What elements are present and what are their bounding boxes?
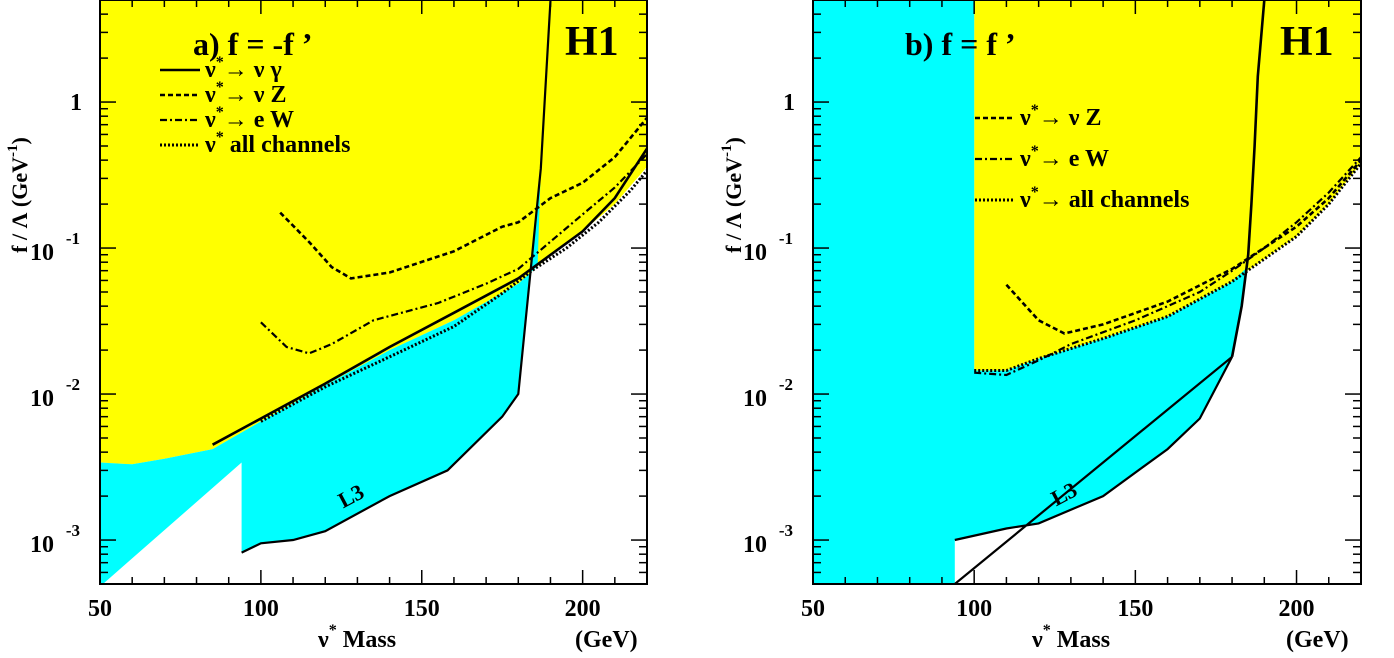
panel-a-y-tick-base: 10 <box>30 532 54 558</box>
panel-b-y-tick-label: 1 <box>783 90 795 116</box>
panel-b-y-tick-base: 10 <box>743 532 767 558</box>
panel-b-y-tick-exponent: -2 <box>779 375 793 394</box>
panel-a-legend-label: ν* all channels <box>204 129 350 158</box>
panel-a-xlabel-sup: * <box>329 622 337 639</box>
panel-a-x-unit: (GeV) <box>575 627 638 653</box>
panel-b-xlabel-symbol: ν <box>1031 627 1043 653</box>
panel-b-ylabel-close: ) <box>721 137 746 144</box>
panel-b-legend-label: ν*→ e W <box>1019 143 1109 172</box>
panel-a-y-tick-exponent: -2 <box>66 375 80 394</box>
panel-a-y-tick-base: 10 <box>30 386 54 412</box>
panel-a-xlabel-symbol: ν <box>317 627 329 653</box>
panel-a-series-e-W <box>260 153 647 355</box>
panel-b-series-e-W <box>974 156 1361 377</box>
panel-a-y-tick-base: 10 <box>30 240 54 266</box>
svg-text:ν* Mass: ν* Mass <box>1031 622 1110 653</box>
panel-a-legend-label: ν*→ e W <box>204 104 294 133</box>
svg-text:f / Λ (GeV-1): f / Λ (GeV-1) <box>719 137 746 253</box>
panel-b-y-tick-label: 10 <box>743 240 767 266</box>
panel-b-y-tick-label: 10 <box>743 386 767 412</box>
panel-b-ylabel-text: f / Λ (GeV <box>721 157 746 253</box>
panel-a-series-all <box>260 169 647 423</box>
panel-a-y-tick-label: 10 <box>30 532 54 558</box>
panel-a-ylabel-sup: -1 <box>5 145 21 158</box>
panel-a-l3-excluded-region <box>100 168 541 584</box>
panel-b-x-unit: (GeV) <box>1286 627 1349 653</box>
panel-b-l3-boundary-line <box>954 355 1234 584</box>
panel-b-series-nu-gamma <box>1230 0 1266 358</box>
panel-b-l3-excluded-region <box>813 0 1252 584</box>
panel-a-ylabel-text: f / Λ (GeV <box>7 157 32 253</box>
panel-b-y-tick-base: 10 <box>743 386 767 412</box>
panel-a-y-tick-label: 10 <box>30 240 54 266</box>
panel-a-x-axis-label: ν* Mass (GeV) <box>317 622 638 653</box>
panel-b-experiment: H1 <box>1280 19 1334 65</box>
panel-a-h1-excluded-region <box>100 0 647 465</box>
panel-a-experiment: H1 <box>565 19 619 65</box>
svg-text:f / Λ (GeV-1): f / Λ (GeV-1) <box>5 137 32 253</box>
panel-a-y-tick-label: 10 <box>30 386 54 412</box>
panel-a-x-tick-label: 200 <box>565 596 601 622</box>
panel-b-xlabel-sup: * <box>1043 622 1051 639</box>
svg-text:ν* Mass: ν* Mass <box>317 622 396 653</box>
panel-b-h1-excluded-region <box>974 0 1361 371</box>
panel-a-y-tick-label: 1 <box>70 90 82 116</box>
panel-a-title: a) f = -f ’ <box>193 26 313 62</box>
panel-b-legend-label: ν*→ all channels <box>1019 184 1189 213</box>
panel-b-legend-label: ν*→ ν Z <box>1019 102 1101 131</box>
panel-b-x-tick-label: 150 <box>1117 596 1153 622</box>
panel-a-ylabel-close: ) <box>7 137 32 144</box>
panel-b-y-tick-base: 10 <box>743 240 767 266</box>
panel-b-series-all <box>974 162 1361 372</box>
panel-b-y-tick-exponent: -3 <box>779 521 793 540</box>
panel-a-xlabel-text: Mass <box>337 627 396 653</box>
panel-b-x-axis-label: ν* Mass (GeV) <box>1031 622 1349 653</box>
panel-b-y-axis-label: f / Λ (GeV-1) <box>719 137 746 253</box>
panel-b-y-tick-label: 10 <box>743 532 767 558</box>
panel-b-y-tick-exponent: -1 <box>779 229 793 248</box>
panel-a-legend: ν*→ ν γν*→ ν Zν*→ e Wν* all channels <box>160 54 350 158</box>
panel-a-x-tick-label: 50 <box>88 596 112 622</box>
panel-b-series-nu-Z <box>1005 159 1361 335</box>
panel-b-title: b) f = f ’ <box>905 26 1016 62</box>
panel-a-x-tick-label: 150 <box>404 596 440 622</box>
panel-b-legend: ν*→ ν Z ν*→ e W ν*→ all channels <box>975 102 1189 213</box>
panel-a-x-tick-label: 100 <box>243 596 279 622</box>
panel-a-l3-boundary-line <box>241 0 552 554</box>
panel-a-y-tick-exponent: -1 <box>66 229 80 248</box>
panel-b-xlabel-text: Mass <box>1051 627 1110 653</box>
panel-a-legend-label: ν*→ ν Z <box>204 79 286 108</box>
panel-b-x-tick-label: 200 <box>1279 596 1315 622</box>
panel-a-series-nu-gamma <box>211 147 647 446</box>
panel-b-x-tick-label: 50 <box>801 596 825 622</box>
panel-a-y-tick-exponent: -3 <box>66 521 80 540</box>
panel-b-ylabel-sup: -1 <box>719 145 735 158</box>
panel-a-legend-label: ν*→ ν γ <box>204 54 282 83</box>
panel-b-x-tick-label: 100 <box>956 596 992 622</box>
panel-a-y-axis-label: f / Λ (GeV-1) <box>5 137 32 253</box>
